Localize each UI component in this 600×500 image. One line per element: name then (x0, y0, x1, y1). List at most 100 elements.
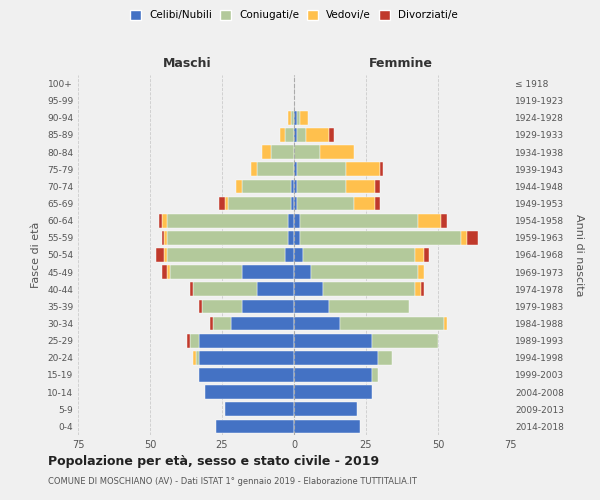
Bar (294, 128, 297, 142)
Bar (228, 196, 291, 210)
Bar (170, 266, 242, 279)
Bar (421, 282, 424, 296)
Text: Popolazione per età, sesso e stato civile - 2019: Popolazione per età, sesso e stato civil… (48, 455, 379, 468)
Bar (329, 128, 334, 142)
Bar (346, 162, 380, 176)
Bar (286, 128, 294, 142)
Bar (444, 316, 446, 330)
Bar (297, 180, 346, 194)
Bar (167, 248, 286, 262)
Bar (418, 214, 441, 228)
Bar (216, 420, 294, 434)
Y-axis label: Anni di nascita: Anni di nascita (574, 214, 584, 296)
Bar (161, 266, 167, 279)
Bar (199, 300, 202, 314)
Bar (294, 231, 300, 244)
Bar (380, 162, 383, 176)
Bar (262, 146, 271, 159)
Bar (300, 231, 461, 244)
Bar (291, 196, 294, 210)
Bar (164, 248, 167, 262)
Bar (288, 111, 291, 124)
Bar (415, 282, 421, 296)
Bar (288, 231, 294, 244)
Bar (346, 180, 374, 194)
Bar (211, 316, 214, 330)
Bar (291, 111, 294, 124)
Bar (161, 214, 167, 228)
Bar (294, 162, 297, 176)
Bar (158, 214, 161, 228)
Bar (461, 231, 467, 244)
Bar (202, 300, 242, 314)
Bar (294, 351, 377, 364)
Bar (294, 266, 311, 279)
Bar (300, 111, 308, 124)
Bar (214, 316, 230, 330)
Bar (242, 300, 294, 314)
Bar (242, 180, 291, 194)
Bar (374, 196, 380, 210)
Bar (297, 196, 355, 210)
Bar (294, 180, 297, 194)
Bar (424, 248, 430, 262)
Bar (372, 334, 438, 347)
Bar (294, 146, 320, 159)
Bar (190, 282, 193, 296)
Bar (441, 214, 446, 228)
Bar (193, 351, 196, 364)
Bar (199, 368, 294, 382)
Bar (280, 128, 286, 142)
Bar (156, 248, 164, 262)
Bar (219, 196, 225, 210)
Bar (323, 282, 415, 296)
Bar (242, 266, 294, 279)
Bar (320, 146, 355, 159)
Bar (288, 214, 294, 228)
Bar (297, 111, 300, 124)
Bar (294, 248, 302, 262)
Bar (167, 266, 170, 279)
Bar (294, 111, 297, 124)
Bar (205, 386, 294, 399)
Legend: Celibi/Nubili, Coniugati/e, Vedovi/e, Divorziati/e: Celibi/Nubili, Coniugati/e, Vedovi/e, Di… (130, 10, 458, 20)
Bar (193, 282, 257, 296)
Bar (199, 351, 294, 364)
Bar (340, 316, 444, 330)
Bar (372, 368, 377, 382)
Bar (294, 402, 358, 416)
Bar (300, 214, 418, 228)
Bar (236, 180, 242, 194)
Bar (286, 248, 294, 262)
Bar (294, 368, 372, 382)
Bar (167, 231, 288, 244)
Bar (302, 248, 415, 262)
Text: Maschi: Maschi (163, 57, 212, 70)
Bar (271, 146, 294, 159)
Bar (291, 180, 294, 194)
Y-axis label: Fasce di età: Fasce di età (31, 222, 41, 288)
Bar (418, 266, 424, 279)
Bar (297, 128, 305, 142)
Bar (294, 214, 300, 228)
Bar (230, 316, 294, 330)
Bar (305, 128, 329, 142)
Bar (294, 334, 372, 347)
Bar (199, 334, 294, 347)
Bar (294, 196, 297, 210)
Bar (294, 316, 340, 330)
Bar (311, 266, 418, 279)
Bar (257, 282, 294, 296)
Bar (164, 231, 167, 244)
Bar (161, 231, 164, 244)
Bar (225, 196, 228, 210)
Bar (415, 248, 424, 262)
Bar (294, 300, 329, 314)
Bar (377, 351, 392, 364)
Bar (297, 162, 346, 176)
Bar (196, 351, 199, 364)
Bar (251, 162, 257, 176)
Text: COMUNE DI MOSCHIANO (AV) - Dati ISTAT 1° gennaio 2019 - Elaborazione TUTTITALIA.: COMUNE DI MOSCHIANO (AV) - Dati ISTAT 1°… (48, 478, 417, 486)
Bar (187, 334, 190, 347)
Bar (355, 196, 374, 210)
